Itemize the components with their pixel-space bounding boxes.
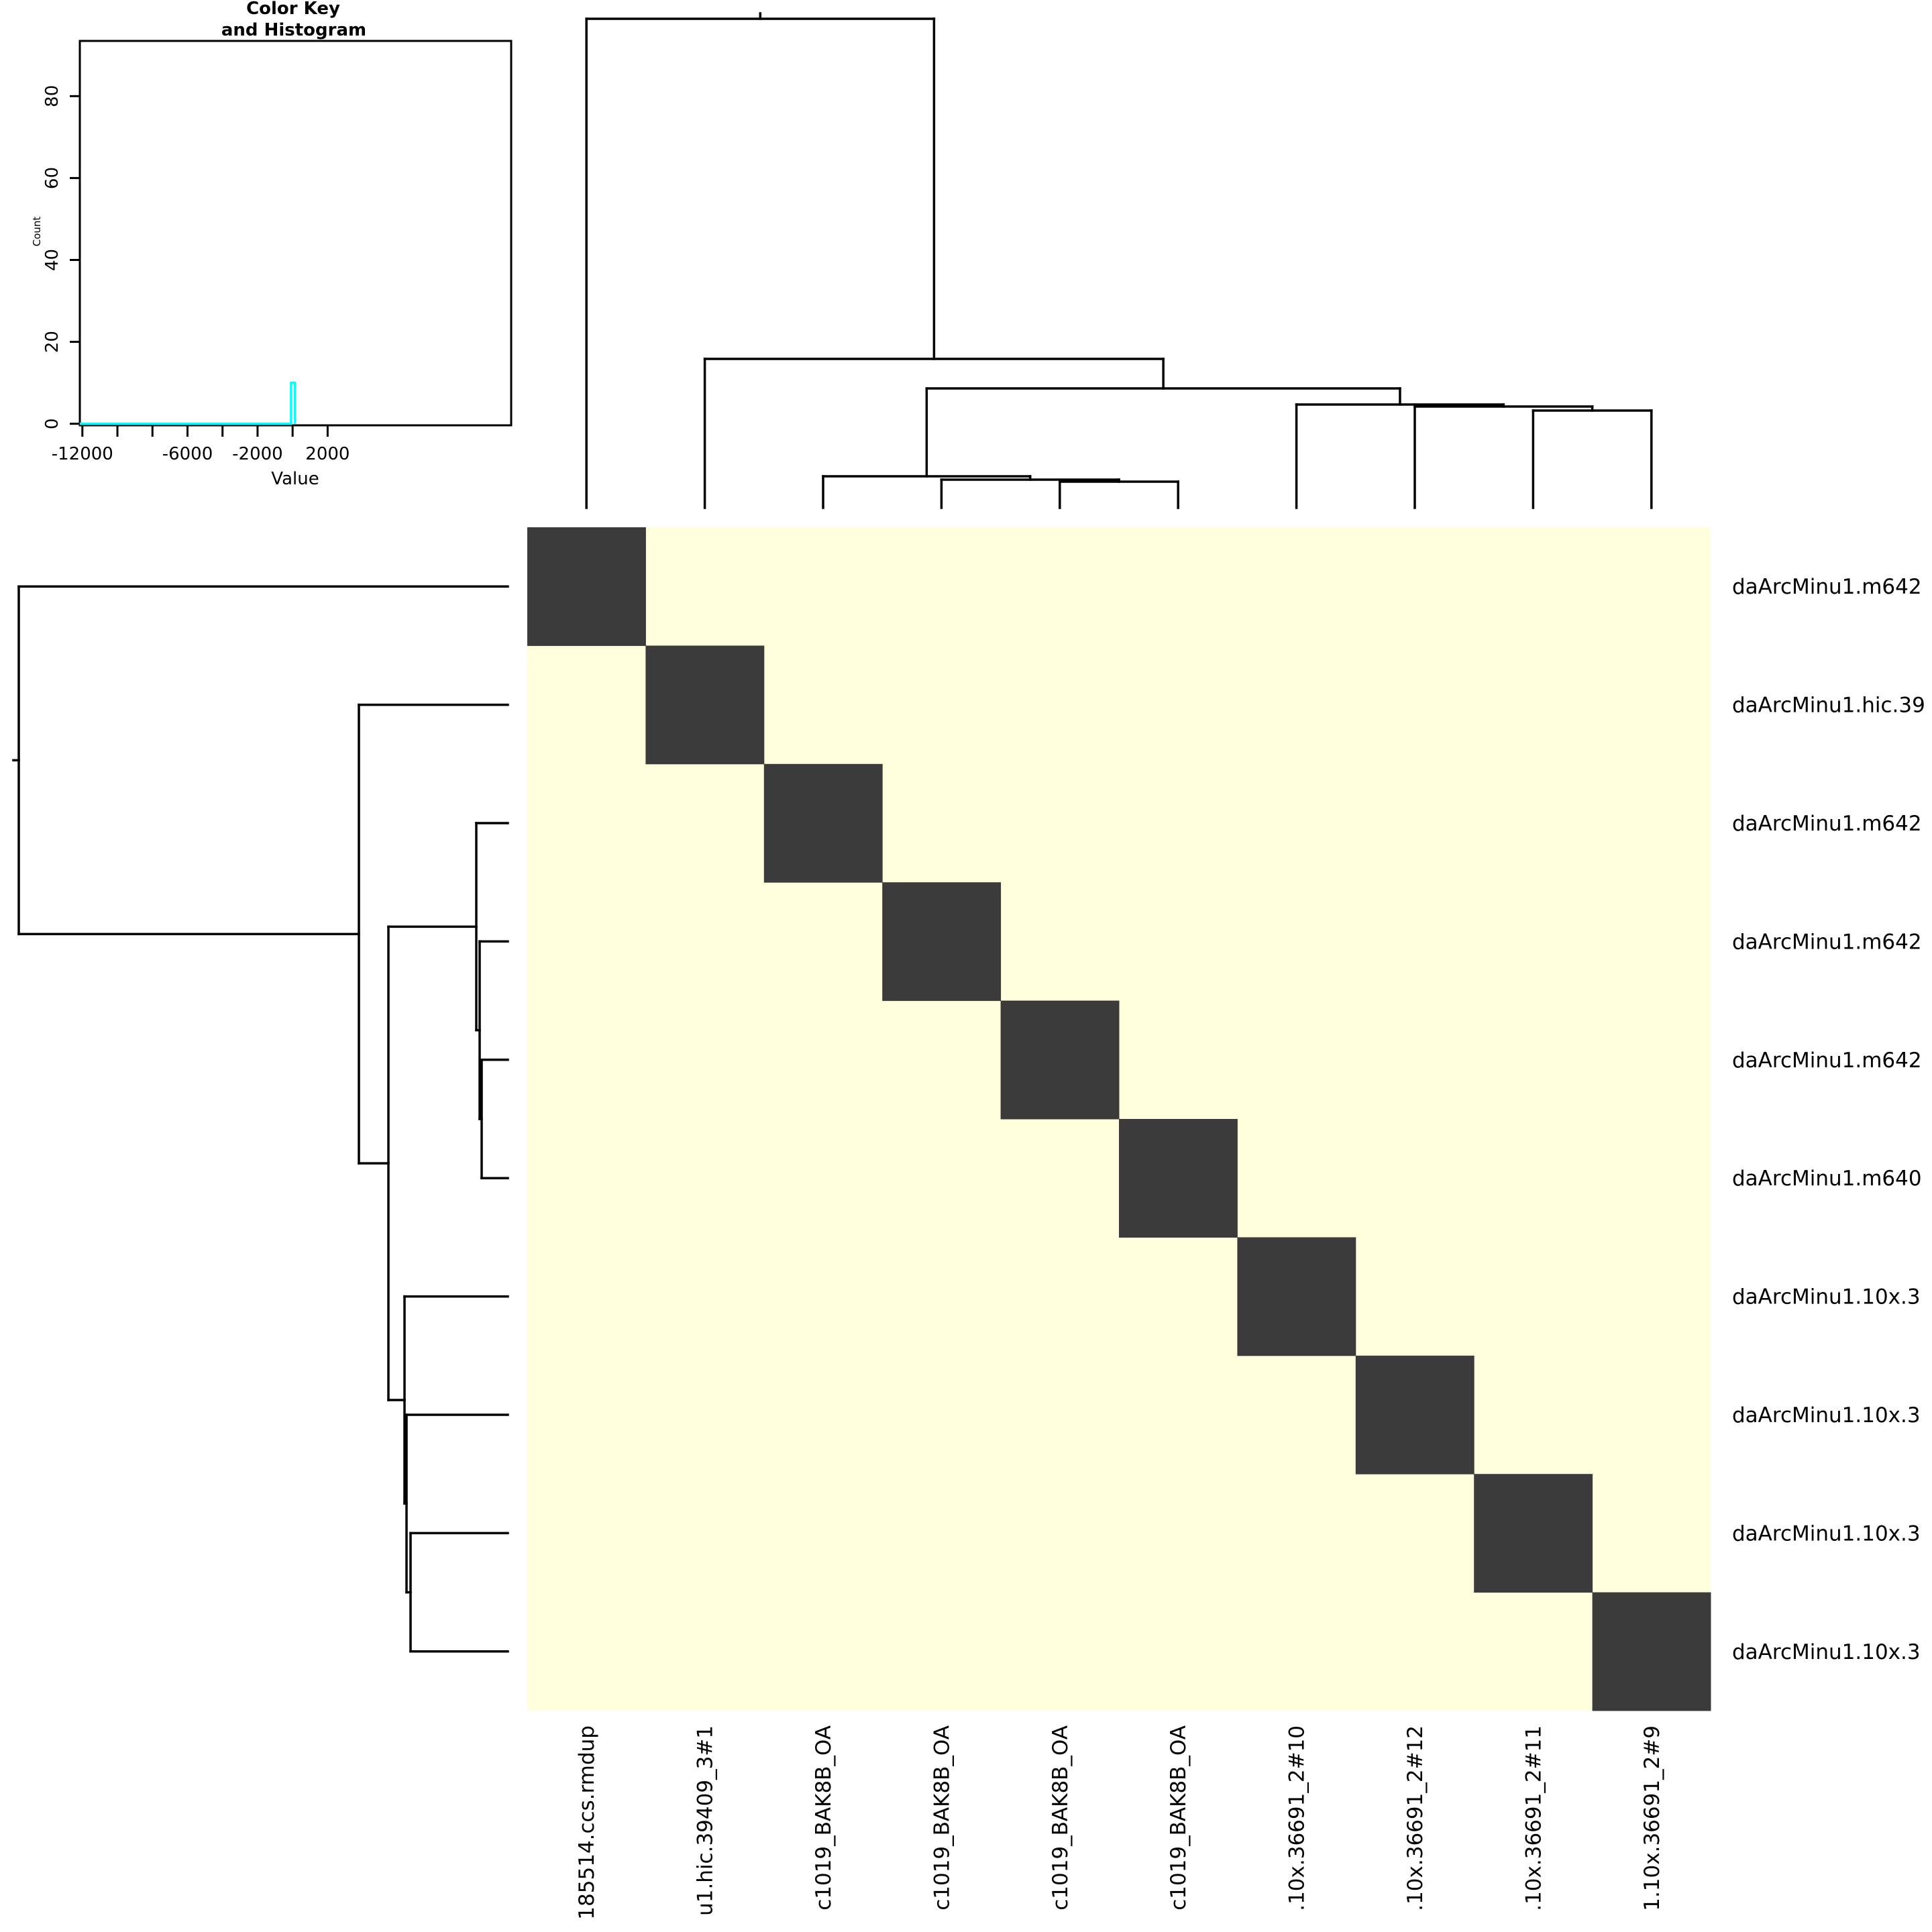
column-label: c1019_BAK8B_OA bbox=[812, 1725, 836, 1911]
heatmap-cell-r2-c2 bbox=[645, 645, 765, 765]
color-key-axes: -12000 -6000 -2000 2000 0 20 40 60 80 bbox=[42, 40, 513, 464]
row-label: daArcMinu1.10x.3 bbox=[1732, 1403, 1921, 1428]
x-axis-tick-label: 2000 bbox=[305, 444, 350, 464]
column-label: c1019_BAK8B_OA bbox=[1167, 1725, 1191, 1911]
row-label: daArcMinu1.m642 bbox=[1732, 575, 1922, 599]
row-label: daArcMinu1.m642 bbox=[1732, 812, 1922, 836]
column-label: c1019_BAK8B_OA bbox=[1049, 1725, 1073, 1911]
histogram-trace bbox=[79, 381, 297, 425]
color-key-xlabel: Value bbox=[271, 469, 319, 489]
y-axis-tick-label: 80 bbox=[42, 85, 62, 107]
color-key-title-line1: Color Key bbox=[246, 0, 340, 19]
heatmap-cell-r3-c3 bbox=[763, 763, 883, 883]
row-label: daArcMinu1.m642 bbox=[1732, 1049, 1922, 1073]
y-axis-tick-label: 20 bbox=[42, 331, 62, 353]
row-label: daArcMinu1.10x.3 bbox=[1732, 1521, 1921, 1546]
heatmap-cell-r9-c9 bbox=[1474, 1474, 1593, 1593]
column-label: 185514.ccs.rmdup bbox=[575, 1725, 599, 1920]
y-axis-tick-label: 60 bbox=[42, 167, 62, 189]
color-key-histogram bbox=[79, 381, 297, 425]
x-axis-tick-label: -2000 bbox=[232, 444, 283, 464]
heatmap-cell-r8-c8 bbox=[1355, 1355, 1474, 1474]
y-axis-tick-label: 0 bbox=[42, 418, 62, 429]
heatmap-cell-r4-c4 bbox=[882, 882, 1002, 1002]
color-key-title-line2: and Histogram bbox=[221, 20, 366, 40]
heatmap-cell-r1-c1 bbox=[527, 527, 646, 646]
row-label: daArcMinu1.m640 bbox=[1732, 1167, 1922, 1191]
column-label: u1.hic.39409_3#1 bbox=[694, 1725, 718, 1916]
row-label: daArcMinu1.m642 bbox=[1732, 930, 1922, 954]
heatmap-cell-r6-c6 bbox=[1119, 1119, 1238, 1238]
x-axis-tick-label: -12000 bbox=[52, 444, 113, 464]
column-label: .10x.36691_2#11 bbox=[1521, 1725, 1546, 1911]
y-axis-tick-label: 40 bbox=[42, 249, 62, 271]
column-label: 1.10x.36691_2#9 bbox=[1640, 1725, 1664, 1911]
column-label: .10x.36691_2#12 bbox=[1403, 1725, 1428, 1911]
color-key-panel: Color Key and Histogram Value Count -120… bbox=[31, 0, 513, 489]
heatmap-matrix bbox=[527, 527, 1711, 1711]
row-label: daArcMinu1.10x.3 bbox=[1732, 1285, 1921, 1309]
heatmap-cell-r10-c10 bbox=[1592, 1592, 1711, 1711]
row-label: daArcMinu1.hic.39 bbox=[1732, 694, 1925, 718]
row-label: daArcMinu1.10x.3 bbox=[1732, 1640, 1921, 1664]
column-label: .10x.36691_2#10 bbox=[1285, 1725, 1309, 1911]
color-key-box bbox=[78, 40, 513, 427]
row-labels: daArcMinu1.m642 daArcMinu1.hic.39 daArcMin… bbox=[1732, 575, 1925, 1664]
column-labels: 185514.ccs.rmdup u1.hic.39409_3#1 c1019_BA… bbox=[575, 1725, 1664, 1920]
column-dendrogram bbox=[585, 12, 1653, 509]
x-axis-tick-label: -6000 bbox=[162, 444, 213, 464]
heatmap-cell-r5-c5 bbox=[1000, 1000, 1120, 1120]
heatmap-cell-r7-c7 bbox=[1237, 1237, 1356, 1356]
color-key-ylabel: Count bbox=[31, 217, 43, 247]
row-dendrogram bbox=[12, 585, 509, 1653]
column-label: c1019_BAK8B_OA bbox=[930, 1725, 954, 1911]
